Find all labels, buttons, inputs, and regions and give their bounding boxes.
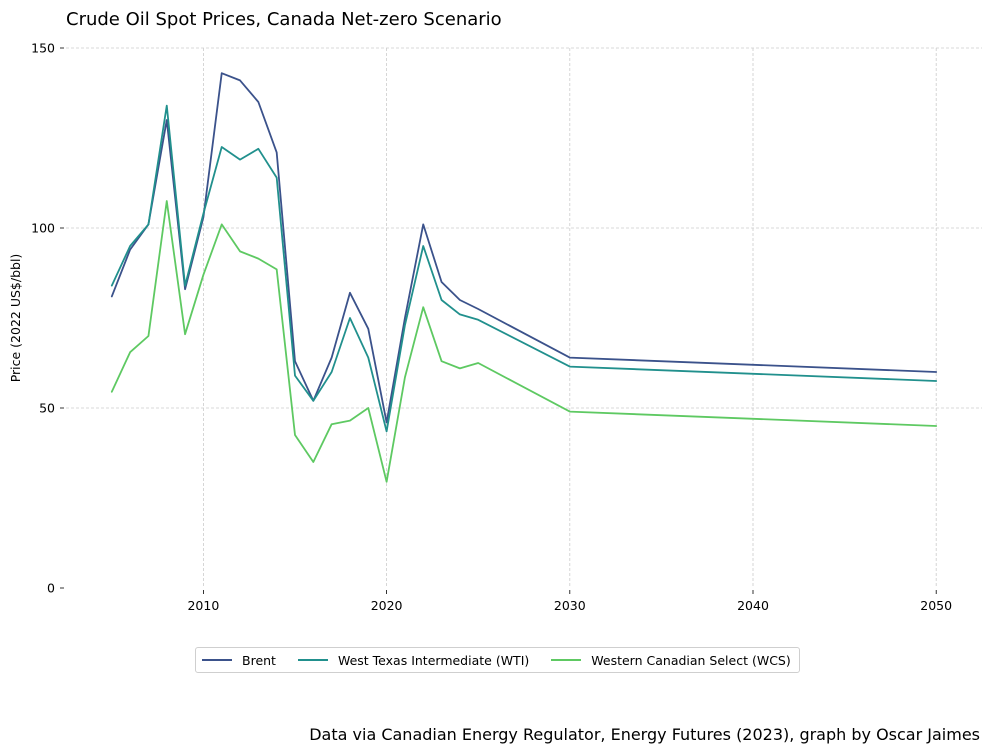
series-lines: [110, 72, 938, 483]
grid: [66, 47, 982, 588]
legend-label-wcs: Western Canadian Select (WCS): [591, 652, 791, 668]
legend-item-wcs: Western Canadian Select (WCS): [551, 652, 791, 668]
legend-item-brent: Brent: [202, 653, 276, 668]
legend: Brent West Texas Intermediate (WTI) West…: [195, 647, 800, 673]
legend-label-brent: Brent: [242, 652, 276, 668]
legend-swatch-wti: [297, 659, 328, 661]
x-tick-label: 2050: [920, 598, 952, 613]
x-axis: 2010 2020 2030 2040 2050: [187, 590, 952, 613]
data-source-caption: Data via Canadian Energy Regulator, Ener…: [309, 725, 980, 744]
series-line-wcs: [110, 200, 938, 483]
chart-title: Crude Oil Spot Prices, Canada Net-zero S…: [66, 9, 502, 30]
x-tick-label: 2020: [371, 598, 403, 613]
x-tick-label: 2010: [187, 598, 219, 613]
y-tick-label: 0: [47, 581, 55, 596]
legend-swatch-brent: [202, 659, 232, 661]
series-line-brent: [110, 72, 938, 424]
x-tick-label: 2040: [737, 598, 769, 613]
legend-item-wti: West Texas Intermediate (WTI): [297, 652, 530, 668]
legend-swatch-wcs: [551, 659, 582, 661]
y-axis-label: Price (2022 US$/bbl): [8, 254, 23, 383]
legend-label-wti: West Texas Intermediate (WTI): [337, 652, 530, 668]
series-line-wti: [110, 104, 938, 433]
y-tick-label: 50: [39, 401, 55, 416]
y-tick-label: 100: [31, 221, 55, 236]
y-tick-label: 150: [31, 41, 55, 56]
y-axis: 0 50 100 150: [31, 41, 64, 596]
x-tick-label: 2030: [554, 598, 586, 613]
